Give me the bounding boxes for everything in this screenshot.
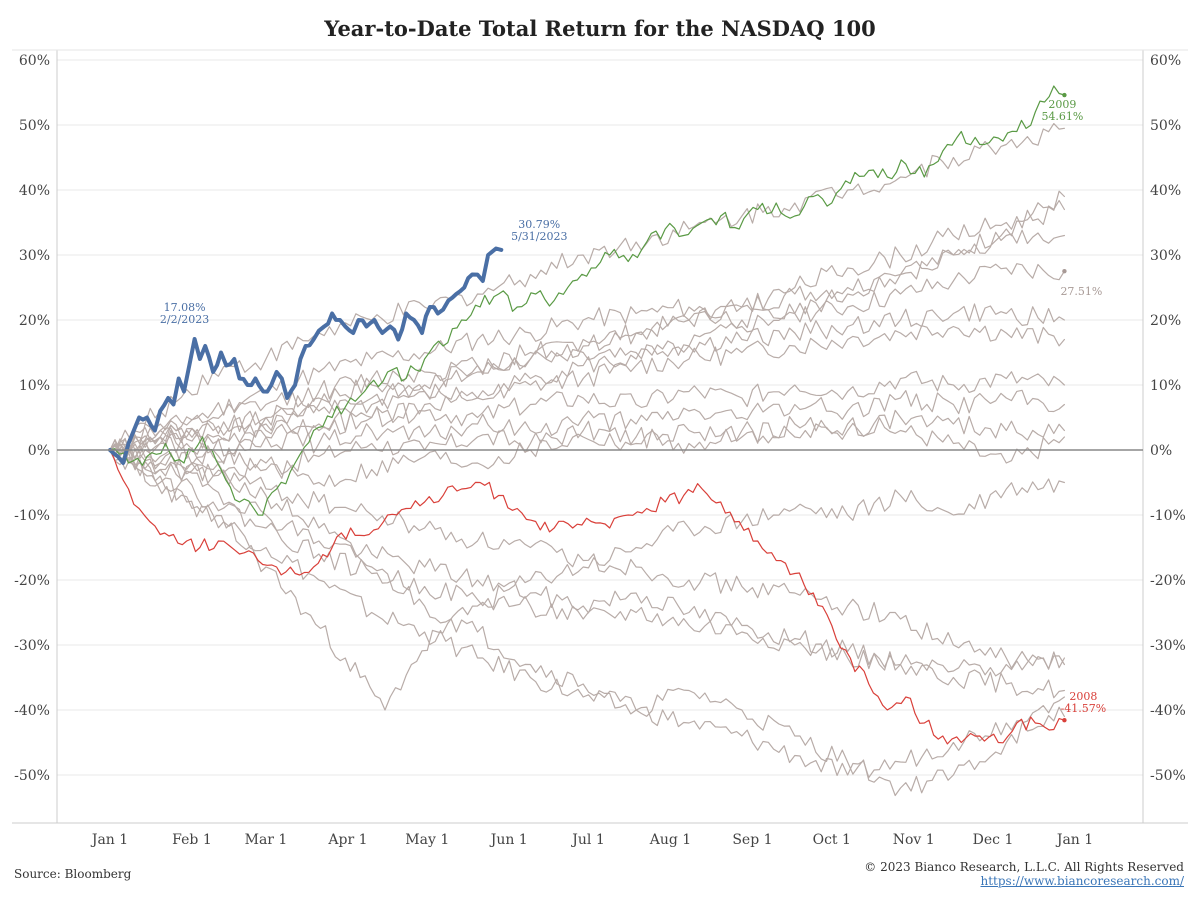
series-line-other-year (109, 389, 1065, 465)
axis-ticks: 60% 60% 50% 50% 40% 40% 30% 30% 20% 20% 10% 10% 0% 0%… (14, 53, 1186, 848)
series-line-2023 (108, 246, 504, 465)
y-tick-label-right: 30% (1150, 248, 1181, 264)
x-tick-label: Oct 1 (813, 832, 851, 848)
annotation-label: 30.79% (518, 218, 560, 231)
y-tick-label-left: -40% (14, 703, 50, 719)
y-tick-label-left: 20% (19, 313, 50, 329)
x-tick-label: Jan 1 (1055, 832, 1093, 848)
x-tick-label: Sep 1 (732, 832, 772, 848)
website-link[interactable]: https://www.biancoresearch.com/ (980, 874, 1184, 888)
copyright-note: © 2023 Bianco Research, L.L.C. All Right… (864, 860, 1184, 874)
annotation-marker (1062, 718, 1067, 723)
annotation-label: 2008 (1069, 690, 1097, 703)
y-tick-label-left: 30% (19, 248, 50, 264)
series-line-other-year (109, 443, 1065, 670)
annotation-sublabel: 54.61% (1041, 110, 1083, 123)
annotation-marker (1062, 268, 1067, 274)
y-tick-label-right: -50% (1150, 768, 1186, 784)
series-line-other-year (109, 123, 1065, 456)
series-line-other-year (109, 190, 1065, 454)
series-line-other-year (109, 449, 1065, 779)
series-line-other-year (109, 417, 1065, 475)
series-line-other-year (109, 325, 1065, 469)
y-tick-label-left: -30% (14, 638, 50, 654)
series-line-other-year (109, 448, 1065, 699)
annotation-sublabel: 2/2/2023 (160, 313, 209, 326)
y-tick-label-right: 20% (1150, 313, 1181, 329)
source-note: Source: Bloomberg (14, 867, 132, 881)
annotation-label: 27.51% (1060, 285, 1102, 298)
x-tick-label: Dec 1 (973, 832, 1014, 848)
y-tick-label-right: -10% (1150, 508, 1186, 524)
highlighted-series (108, 85, 1065, 745)
x-tick-label: Aug 1 (649, 832, 691, 848)
series-line-other-year (109, 199, 1065, 456)
y-tick-label-left: 10% (19, 378, 50, 394)
y-tick-label-left: 40% (19, 183, 50, 199)
y-tick-label-left: -10% (14, 508, 50, 524)
series-line-other-year (109, 449, 1065, 677)
annotation-sublabel: -41.57% (1061, 702, 1107, 715)
grid-lines (57, 59, 1143, 776)
series-line-other-year (109, 229, 1065, 452)
series-line-2009 (109, 85, 1065, 516)
x-tick-label: May 1 (405, 832, 449, 848)
series-line-other-year (109, 449, 1065, 797)
x-tick-label: Mar 1 (245, 832, 288, 848)
y-tick-label-right: 0% (1150, 443, 1172, 459)
plot-frame (12, 49, 1188, 824)
series-line-other-year (109, 409, 1065, 487)
y-tick-label-right: 50% (1150, 118, 1181, 134)
x-tick-label: Jun 1 (489, 832, 528, 848)
y-tick-label-right: 40% (1150, 183, 1181, 199)
y-tick-label-right: -40% (1150, 703, 1186, 719)
x-tick-label: Jan 1 (90, 832, 128, 848)
y-tick-label-right: 60% (1150, 53, 1181, 69)
annotation-marker (1062, 92, 1067, 98)
other-years-series (109, 123, 1065, 797)
chart-title: Year-to-Date Total Return for the NASDAQ… (324, 16, 876, 41)
y-tick-label-left: 60% (19, 53, 50, 69)
x-tick-label: Jul 1 (570, 832, 604, 848)
annotation-label: 2009 (1048, 98, 1076, 111)
x-tick-label: Apr 1 (327, 832, 367, 848)
series-line-other-year (109, 444, 1065, 711)
annotation-label: 17.08% (164, 301, 206, 314)
series-line-other-year (109, 370, 1065, 452)
y-tick-label-left: 0% (28, 443, 50, 459)
x-tick-label: Nov 1 (893, 832, 935, 848)
x-tick-label: Feb 1 (172, 832, 212, 848)
y-tick-label-left: -20% (14, 573, 50, 589)
y-tick-label-right: -30% (1150, 638, 1186, 654)
annotation-sublabel: 5/31/2023 (511, 230, 567, 243)
y-tick-label-right: 10% (1150, 378, 1181, 394)
y-tick-label-right: -20% (1150, 573, 1186, 589)
y-tick-label-left: 50% (19, 118, 50, 134)
y-tick-label-left: -50% (14, 768, 50, 784)
series-line-2008 (109, 449, 1065, 745)
series-line-other-year (109, 303, 1065, 457)
